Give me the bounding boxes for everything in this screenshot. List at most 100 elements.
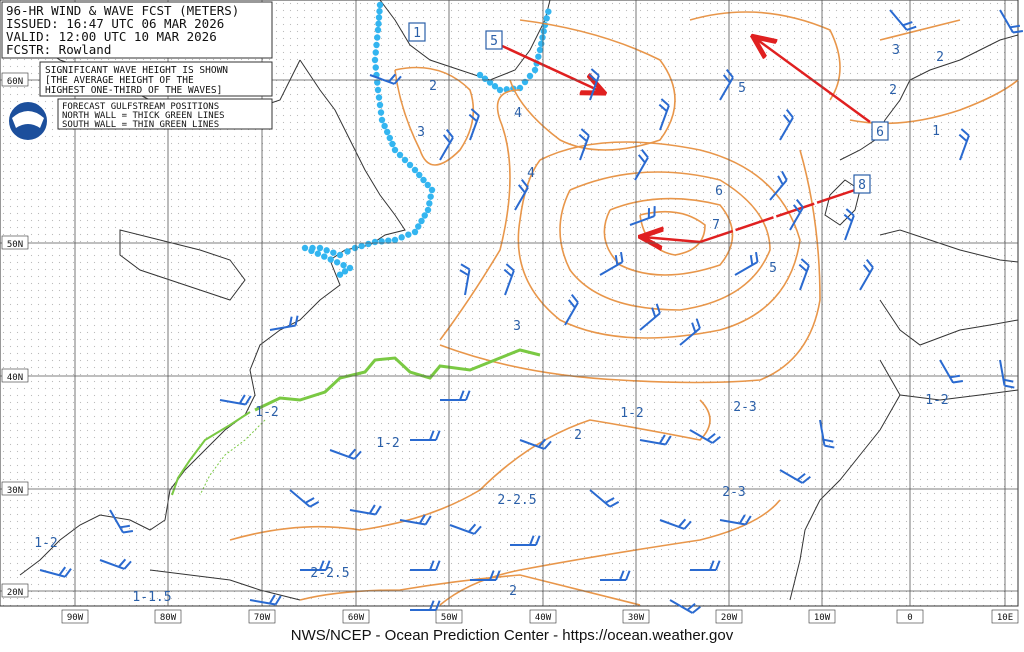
ice-dot — [376, 8, 383, 15]
lat-label-box — [1, 481, 29, 496]
wind-barb — [639, 434, 672, 446]
ice-dot — [539, 34, 546, 41]
wind-barb — [329, 448, 362, 460]
wind-barb — [659, 518, 692, 530]
ice-dot — [424, 181, 431, 189]
wind-barb — [719, 69, 734, 101]
ice-dot — [323, 247, 330, 254]
ice-dot — [526, 72, 534, 80]
lat-label-box — [1, 368, 29, 383]
wave-height-label: 1-2 — [34, 536, 57, 551]
latitude-label: 50N — [7, 240, 23, 250]
longitude-label: 90W — [67, 613, 84, 623]
wind-barb — [999, 359, 1015, 389]
wind-barb — [798, 258, 810, 291]
wave-height-label: 4 — [527, 166, 535, 181]
ice-dot — [389, 140, 396, 148]
wave-height-label: 3 — [513, 319, 521, 334]
wind-barb — [639, 303, 661, 331]
wave-labels: 2 3 4 4 5 3 2 2 1 6 7 5 3 1-2 1-2 1-2 2-3 2 1-2 2-3 2-2.5 1-2… — [34, 22, 949, 605]
ice-dot — [308, 247, 315, 255]
ice-dot — [384, 128, 391, 136]
longitude-label: 80W — [160, 613, 177, 623]
wind-barb — [449, 523, 482, 535]
wind-barb — [734, 251, 759, 276]
legend-line: HIGHEST ONE-THIRD OF THE WAVES] — [45, 85, 222, 96]
wave-height-label: 5 — [769, 261, 777, 276]
ice-dot — [358, 242, 365, 250]
ice-dot — [386, 134, 393, 142]
lat-label-box — [1, 235, 29, 250]
wave-height-label: 6 — [715, 184, 723, 199]
legend-line: SIGNIFICANT WAVE HEIGHT IS SHOWN — [45, 65, 228, 76]
ice-dot — [396, 151, 404, 159]
wind-barb — [459, 263, 471, 296]
ice-dot — [374, 26, 382, 34]
lon-label-box — [622, 609, 650, 624]
ice-dot — [344, 248, 351, 255]
ice-dot — [372, 64, 379, 71]
wind-barb — [600, 570, 631, 581]
longitude-label: 20W — [721, 613, 738, 623]
lon-label-box — [529, 609, 557, 624]
wind-barb — [769, 170, 788, 201]
wave-height-label: 1-1.5 — [132, 590, 171, 605]
wave-height-label: 2 — [889, 83, 897, 98]
ice-dot — [316, 244, 324, 252]
longitude-label: 10W — [814, 613, 831, 623]
gulfstream-legend-box — [57, 98, 273, 130]
ice-dot — [321, 253, 328, 260]
lon-label-box — [715, 609, 743, 624]
ice-dot — [420, 176, 427, 184]
ice-dot — [374, 86, 382, 94]
wind-barb — [564, 294, 579, 326]
ice-dot — [427, 193, 434, 200]
wind-barb — [634, 149, 649, 181]
ice-dot — [496, 86, 504, 94]
latitude-label: 40N — [7, 373, 23, 383]
wave-height-label: 2-3 — [722, 485, 745, 500]
legend-line: [THE AVERAGE HEIGHT OF THE — [45, 75, 194, 86]
storm-number: 5 — [490, 34, 498, 49]
ice-dot — [371, 238, 379, 246]
ice-dot — [406, 161, 414, 169]
lon-label-box — [435, 609, 463, 624]
ice-dot — [341, 268, 349, 275]
lat-label-box — [1, 72, 29, 87]
storm-box — [408, 22, 426, 42]
header-line: 96-HR WIND & WAVE FCST (METERS) — [6, 3, 239, 18]
ice-dot — [426, 200, 433, 207]
ice-dot — [374, 79, 381, 86]
ice-dot — [391, 146, 399, 154]
ice-dot — [336, 271, 344, 278]
ice-dot — [327, 256, 334, 263]
lon-label-box — [248, 609, 276, 624]
lon-label-box — [991, 609, 1019, 624]
longitude-label: 0 — [907, 613, 912, 623]
longitude-label: 70W — [254, 613, 271, 623]
ice-dot — [543, 15, 550, 22]
wave-height-label: 4 — [514, 106, 522, 121]
wind-barb — [440, 390, 471, 401]
longitude-label: 40W — [535, 613, 552, 623]
wind-barb — [669, 599, 701, 614]
ice-dot — [391, 236, 399, 244]
gulfstream — [171, 348, 541, 496]
latitude-label: 20N — [7, 588, 23, 598]
ice-dot — [375, 94, 383, 101]
ice-edge — [301, 1, 552, 278]
wind-barb — [369, 73, 402, 85]
wave-height-label: 5 — [738, 81, 746, 96]
ice-dot — [373, 41, 380, 49]
wind-barb — [939, 359, 964, 384]
storm-box — [485, 30, 503, 50]
wind-barb — [779, 109, 794, 141]
wind-barb — [468, 108, 480, 141]
wind-barb — [300, 560, 331, 571]
wind-barb — [514, 179, 529, 211]
wind-barb — [399, 514, 432, 526]
wave-height-label: 2-2.5 — [310, 566, 349, 581]
ice-dot — [371, 56, 379, 64]
ice-dot — [411, 166, 419, 174]
